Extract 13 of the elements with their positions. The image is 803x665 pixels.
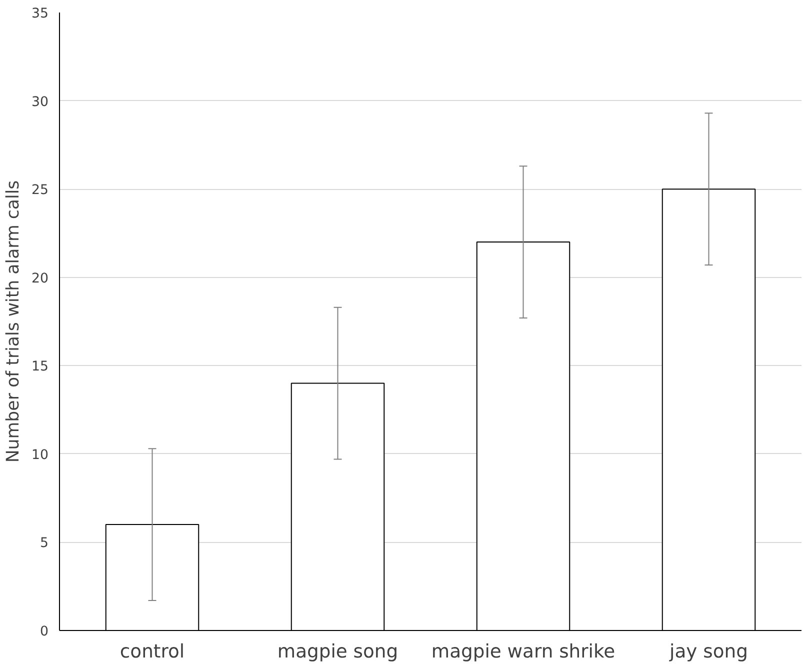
x-tick-label: control xyxy=(120,642,185,662)
y-tick-label: 10 xyxy=(32,448,49,463)
x-tick-label: magpie song xyxy=(277,642,398,662)
x-tick-label: magpie warn shrike xyxy=(431,642,616,662)
y-tick-label: 15 xyxy=(32,360,49,375)
y-tick-label: 5 xyxy=(40,536,49,552)
y-axis-title: Number of trials with alarm calls xyxy=(4,180,24,463)
y-tick-label: 30 xyxy=(32,94,49,110)
x-tick-label: jay song xyxy=(668,642,748,662)
y-tick-label: 35 xyxy=(32,6,49,22)
y-tick-label: 0 xyxy=(40,624,49,640)
y-tick-label: 25 xyxy=(32,183,49,198)
y-tick-label: 20 xyxy=(32,271,49,286)
